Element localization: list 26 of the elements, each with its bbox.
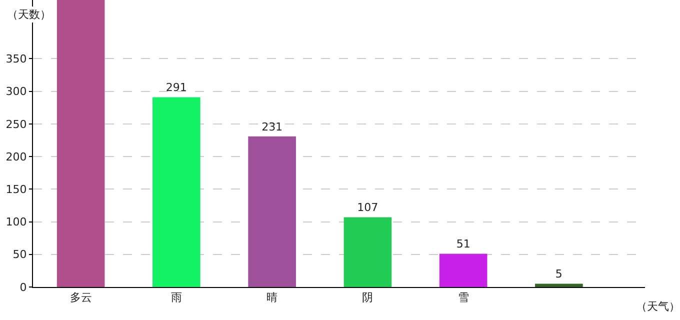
bar bbox=[439, 254, 488, 287]
y-tick-label: 250 bbox=[6, 118, 27, 131]
x-tick-label: 阴 bbox=[362, 291, 374, 304]
x-axis-title: （天气） bbox=[636, 300, 680, 313]
data-label: 231 bbox=[262, 120, 283, 134]
y-tick-label: 0 bbox=[20, 280, 27, 294]
y-tick-label: 300 bbox=[6, 85, 27, 98]
bar bbox=[344, 217, 392, 287]
y-tick-label: 350 bbox=[6, 52, 27, 66]
y-tick-label: 200 bbox=[6, 150, 27, 164]
data-label: 291 bbox=[166, 81, 187, 94]
y-tick-label: 50 bbox=[12, 248, 27, 262]
x-tick-label: 雪 bbox=[458, 291, 469, 304]
bar bbox=[248, 136, 296, 287]
y-tick-label: 150 bbox=[6, 183, 27, 196]
bar bbox=[535, 284, 583, 287]
y-axis-title: （天数） bbox=[7, 8, 51, 21]
data-label: 5 bbox=[555, 268, 562, 281]
x-tick-label: 晴 bbox=[266, 291, 278, 304]
data-label: 107 bbox=[357, 201, 378, 214]
x-tick-label: 多云 bbox=[70, 291, 92, 304]
data-label: 51 bbox=[456, 238, 470, 251]
bar bbox=[56, 0, 105, 287]
x-tick-label: 雨 bbox=[170, 291, 182, 304]
bar bbox=[152, 97, 200, 287]
y-tick-label: 100 bbox=[6, 216, 27, 229]
